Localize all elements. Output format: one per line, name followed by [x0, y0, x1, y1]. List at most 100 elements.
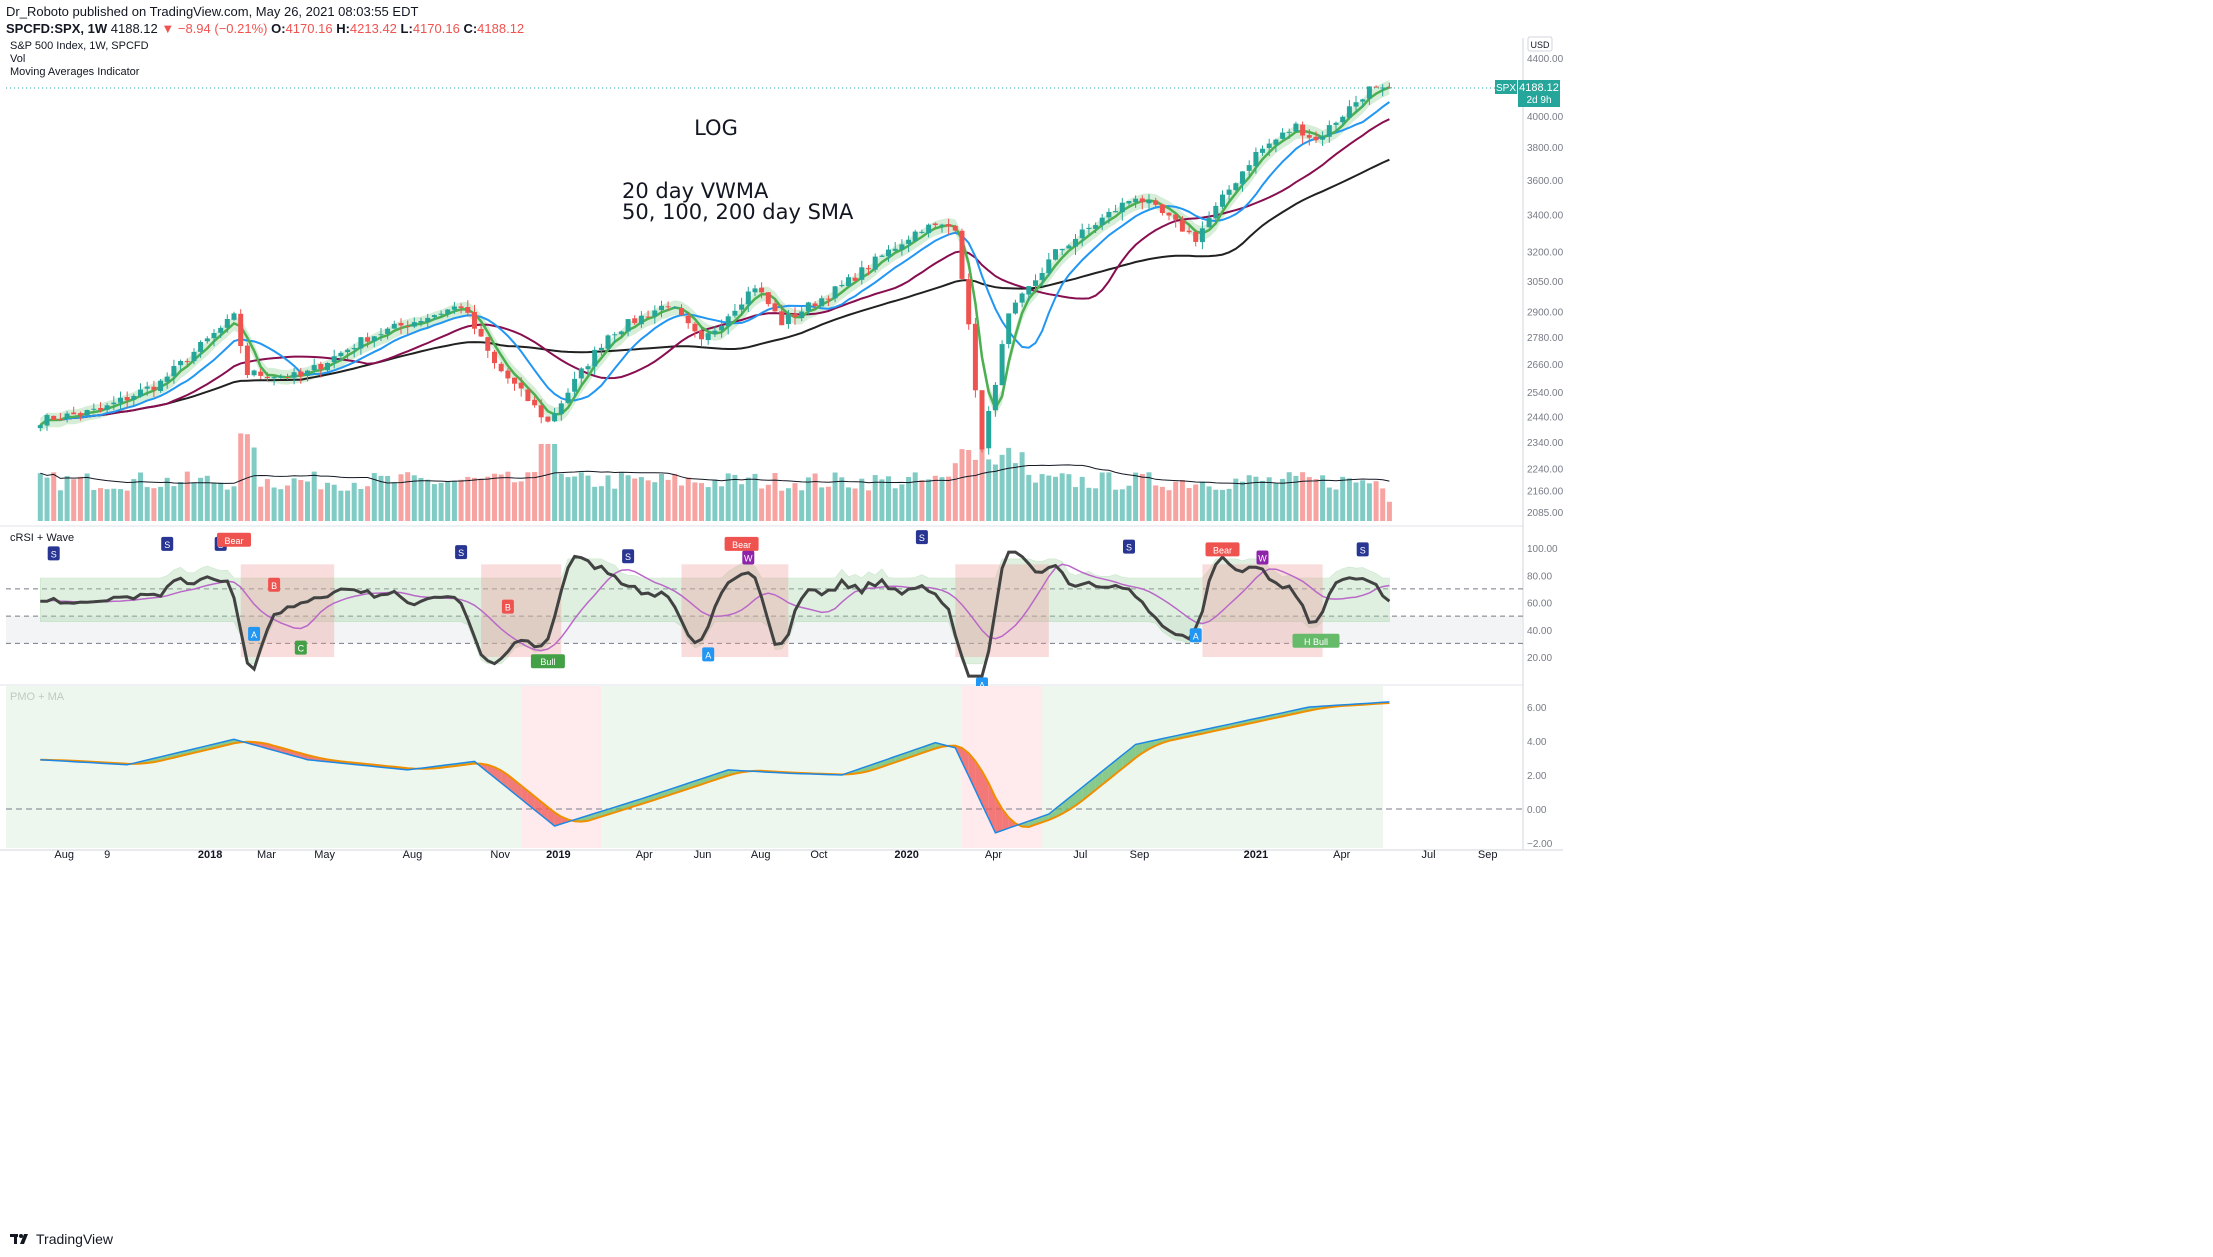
volume-bar	[705, 487, 711, 521]
volume-bar	[685, 477, 691, 521]
crsi-signal-badge	[702, 647, 715, 662]
candle-body	[385, 328, 391, 334]
volume-bar	[345, 490, 351, 521]
volume-bar	[144, 487, 150, 521]
volume-bar	[672, 473, 678, 521]
candle-body	[632, 318, 638, 324]
candle-body	[231, 313, 237, 320]
volume-bar	[251, 447, 257, 521]
volume-bar	[1373, 481, 1379, 521]
volume-bar	[872, 475, 878, 521]
crsi-signal-label: S	[625, 552, 631, 562]
candle-body	[178, 361, 184, 366]
candle-body	[131, 395, 137, 400]
crsi-signal-badge	[724, 536, 759, 551]
candle-body	[719, 325, 725, 331]
volume-bar	[71, 479, 77, 521]
crsi-signal-badge	[47, 546, 60, 561]
volume-bar	[1039, 474, 1045, 521]
crsi-signal-line	[40, 563, 1390, 652]
price-tick: 2160.00	[1527, 487, 1564, 498]
annotation-log: LOG	[694, 116, 738, 140]
crsi-signal-label: A	[251, 630, 257, 640]
crsi-signal-badge	[248, 626, 261, 641]
candle-body	[318, 364, 324, 370]
volume-bar	[178, 482, 184, 521]
pmo-bull-background	[6, 686, 1383, 848]
crsi-signal-label: S	[1126, 543, 1132, 553]
currency-label: USD	[1530, 40, 1550, 50]
volume-bar	[578, 472, 584, 521]
volume-bar	[1380, 488, 1386, 521]
crsi-bear-zone	[955, 564, 1049, 657]
candle-body	[532, 399, 538, 406]
volume-bar	[565, 477, 571, 521]
candle-body	[1366, 86, 1372, 99]
ma-line-sma100	[39, 118, 1390, 426]
volume-bar	[1193, 484, 1199, 521]
candle-body	[859, 267, 865, 280]
candle-body	[1153, 200, 1159, 205]
time-tick: Nov	[490, 849, 510, 861]
candle-body	[679, 308, 684, 316]
candle-body	[445, 309, 451, 315]
volume-bar	[431, 484, 437, 521]
candle-body	[91, 408, 97, 410]
candle-body	[765, 292, 771, 305]
candle-body	[184, 361, 190, 363]
candle-body	[1253, 152, 1259, 167]
candle-body	[879, 255, 885, 257]
candle-body	[979, 390, 985, 450]
candle-body	[612, 334, 618, 336]
ma-line-sma200	[39, 158, 1390, 426]
volume-bar	[351, 482, 357, 521]
volume-bar	[625, 475, 631, 521]
candle-body	[825, 298, 831, 300]
volume-bar	[518, 481, 524, 521]
candle-body	[525, 389, 531, 401]
candle-body	[171, 366, 177, 377]
crsi-signal-label: B	[505, 603, 511, 613]
candle-body	[398, 323, 404, 326]
time-tick: Aug	[403, 849, 423, 861]
high-label: H:	[336, 21, 350, 36]
candle-body	[618, 331, 624, 335]
candle-body	[158, 380, 164, 391]
volume-bar	[1053, 476, 1058, 521]
volume-bar	[612, 488, 618, 521]
candle-body	[952, 225, 958, 231]
pmo-ma-line	[40, 702, 1390, 829]
tradingview-logo-icon	[10, 1234, 28, 1244]
candle-body	[1019, 293, 1025, 303]
candle-body	[391, 323, 397, 329]
candle-body	[1346, 106, 1352, 118]
volume-bar	[445, 481, 451, 521]
volume-bar	[171, 486, 177, 521]
volume-bar	[832, 472, 838, 521]
candle-body	[986, 411, 992, 449]
volume-bar	[1260, 480, 1265, 521]
candle-body	[84, 410, 90, 416]
volume-bar	[285, 485, 290, 521]
footer: TradingView	[10, 1231, 113, 1247]
volume-bar	[1246, 475, 1252, 521]
pmo-tick: 2.00	[1527, 771, 1547, 782]
symbol-label[interactable]: SPCFD:SPX, 1W	[6, 21, 108, 36]
volume-bar	[879, 479, 885, 521]
crsi-bear-zone	[240, 564, 335, 657]
candle-body	[164, 376, 170, 382]
volume-bar	[1106, 472, 1112, 521]
crsi-signal-label: C	[298, 644, 305, 654]
candle-body	[1093, 225, 1099, 229]
candle-body	[1306, 135, 1312, 138]
candle-body	[872, 256, 878, 270]
candle-body	[846, 277, 851, 286]
volume-bar	[451, 481, 457, 521]
candle-body	[111, 402, 117, 405]
volume-bar	[1012, 463, 1018, 521]
volume-bar	[258, 486, 264, 521]
volume-bar	[311, 471, 317, 521]
candle-body	[558, 403, 564, 414]
volume-bar	[1226, 488, 1232, 521]
